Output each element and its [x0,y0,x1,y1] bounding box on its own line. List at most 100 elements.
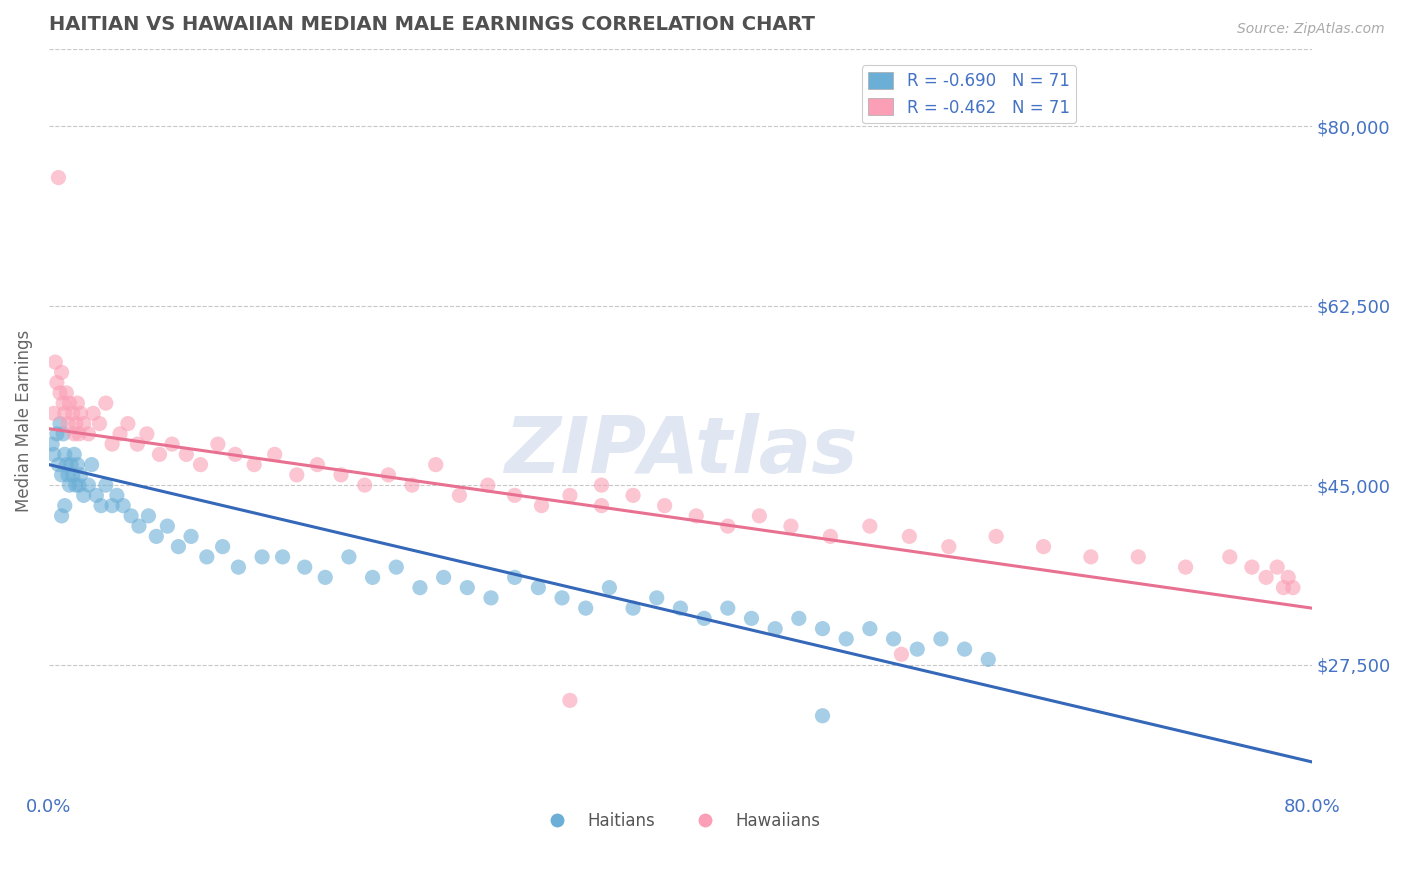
Point [621,601,644,615]
Point [377,467,399,482]
Point [112,499,135,513]
Point [250,549,273,564]
Point [835,632,858,646]
Point [271,549,294,564]
Point [551,591,574,605]
Point [207,437,229,451]
Point [243,458,266,472]
Point [503,488,526,502]
Point [51,467,73,482]
Point [1282,581,1305,595]
Point [669,601,692,615]
Point [353,478,375,492]
Point [63,447,86,461]
Point [180,529,202,543]
Point [1219,549,1241,564]
Point [56,417,79,431]
Point [1174,560,1197,574]
Point [117,417,139,431]
Point [55,385,77,400]
Point [167,540,190,554]
Point [55,458,77,472]
Point [558,488,581,502]
Point [425,458,447,472]
Point [263,447,285,461]
Point [977,652,1000,666]
Point [49,417,72,431]
Point [66,396,89,410]
Point [42,406,65,420]
Point [330,467,353,482]
Point [433,570,456,584]
Point [1080,549,1102,564]
Point [69,406,91,420]
Point [190,458,212,472]
Point [1265,560,1288,574]
Point [859,519,882,533]
Text: Source: ZipAtlas.com: Source: ZipAtlas.com [1237,22,1385,37]
Point [224,447,246,461]
Point [748,508,770,523]
Point [740,611,762,625]
Point [285,467,308,482]
Point [89,417,111,431]
Point [53,499,76,513]
Point [101,437,124,451]
Point [820,529,842,543]
Point [48,170,70,185]
Point [530,499,553,513]
Point [294,560,316,574]
Point [45,376,67,390]
Point [717,519,740,533]
Point [127,437,149,451]
Text: HAITIAN VS HAWAIIAN MEDIAN MALE EARNINGS CORRELATION CHART: HAITIAN VS HAWAIIAN MEDIAN MALE EARNINGS… [49,15,815,34]
Point [456,581,478,595]
Point [48,458,70,472]
Point [156,519,179,533]
Point [780,519,803,533]
Point [621,488,644,502]
Point [41,437,63,451]
Point [929,632,952,646]
Point [60,458,83,472]
Point [449,488,471,502]
Point [101,499,124,513]
Point [82,406,104,420]
Point [314,570,336,584]
Point [717,601,740,615]
Point [86,488,108,502]
Point [49,385,72,400]
Point [53,447,76,461]
Point [44,355,66,369]
Point [65,417,87,431]
Point [883,632,905,646]
Point [62,406,84,420]
Point [63,426,86,441]
Point [938,540,960,554]
Point [45,426,67,441]
Point [145,529,167,543]
Point [65,478,87,492]
Point [53,406,76,420]
Point [128,519,150,533]
Point [77,426,100,441]
Point [1272,581,1295,595]
Point [598,581,620,595]
Point [66,458,89,472]
Point [67,478,90,492]
Point [763,622,786,636]
Point [787,611,810,625]
Point [52,426,75,441]
Point [898,529,921,543]
Point [52,396,75,410]
Point [477,478,499,492]
Point [409,581,432,595]
Point [1256,570,1278,584]
Point [1277,570,1299,584]
Point [479,591,502,605]
Point [503,570,526,584]
Point [591,499,613,513]
Point [1128,549,1150,564]
Point [401,478,423,492]
Point [385,560,408,574]
